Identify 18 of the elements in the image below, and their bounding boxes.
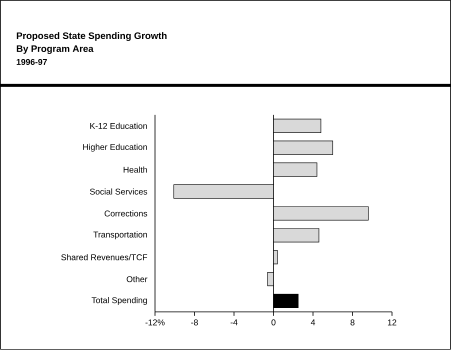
x-tick-label: -4 bbox=[230, 320, 238, 326]
y-tick-label: Total Spending bbox=[92, 297, 147, 305]
y-tick-label: Health bbox=[124, 166, 147, 173]
x-tick-label: 4 bbox=[310, 320, 316, 326]
y-tick-label: Social Services bbox=[90, 188, 148, 195]
y-tick-label: Shared Revenues/TCF bbox=[61, 254, 148, 260]
x-tick-label: 0 bbox=[271, 320, 276, 326]
y-tick-label: K-12 Education bbox=[90, 122, 147, 130]
x-tick-label: -12% bbox=[145, 320, 165, 326]
x-tick-label: 8 bbox=[350, 320, 354, 326]
x-tick-label: 12 bbox=[388, 320, 396, 326]
text: 1996-97 bbox=[16, 59, 47, 66]
y-tick-label: Transportation bbox=[93, 231, 147, 240]
y-tick-label: Corrections bbox=[104, 210, 148, 217]
x-tick-label: -8 bbox=[191, 320, 198, 326]
y-tick-label: Other bbox=[126, 276, 148, 282]
chart-title: Proposed State Spending Growth By Program Area bbox=[16, 32, 167, 54]
y-tick-label: Higher Education bbox=[83, 144, 147, 152]
